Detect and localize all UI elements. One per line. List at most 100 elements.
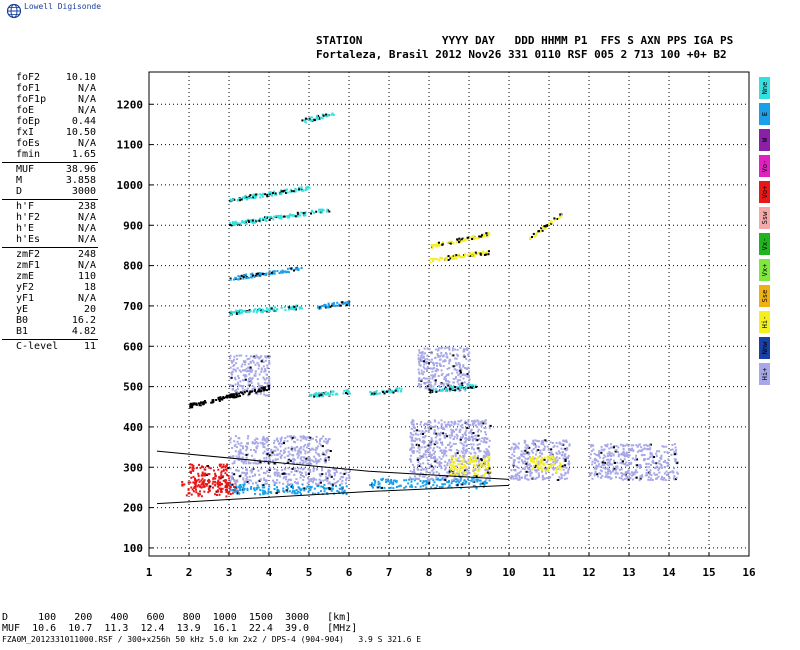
echo-point — [315, 439, 317, 441]
echo-point — [606, 452, 609, 455]
echo-point — [229, 278, 232, 281]
echo-point — [323, 440, 326, 443]
echo-point — [316, 445, 319, 448]
echo-point — [399, 484, 402, 487]
echo-point — [433, 366, 436, 369]
echo-point — [592, 448, 595, 451]
echo-point — [454, 348, 457, 351]
echo-point — [319, 438, 322, 441]
echo-point — [447, 421, 450, 423]
echo-point — [260, 367, 263, 370]
y-tick-label: 900 — [123, 219, 143, 232]
echo-point — [296, 456, 299, 459]
echo-point — [466, 375, 469, 378]
echo-point — [634, 458, 636, 461]
echo-point — [602, 459, 605, 462]
echo-point — [481, 437, 484, 440]
echo-point — [456, 435, 459, 437]
echo-point — [528, 463, 531, 466]
echo-point — [195, 479, 198, 482]
echo-point — [247, 380, 250, 383]
echo-point — [418, 383, 420, 385]
x-tick-label: 15 — [702, 566, 715, 579]
echo-point — [290, 446, 293, 449]
echo-point — [639, 450, 642, 452]
echo-point — [272, 190, 275, 193]
echo-point — [620, 472, 623, 474]
legend-label: Vo- — [760, 159, 769, 173]
echo-point — [472, 432, 475, 434]
echo-point — [463, 474, 466, 477]
echo-point — [318, 211, 321, 214]
echo-point — [296, 492, 299, 495]
echo-point — [244, 363, 247, 366]
echo-point — [443, 464, 446, 467]
y-tick-label: 600 — [123, 340, 143, 353]
echo-point — [256, 272, 259, 275]
echo-point — [464, 253, 466, 256]
echo-point — [455, 433, 458, 436]
globe-icon — [6, 3, 22, 19]
echo-point — [458, 237, 461, 240]
echo-point — [522, 462, 525, 465]
echo-point — [394, 389, 397, 392]
echo-point — [263, 477, 266, 480]
echo-point — [434, 436, 437, 439]
echo-point — [625, 461, 628, 464]
echo-point — [464, 434, 467, 436]
echo-point — [316, 453, 319, 456]
echo-point — [270, 191, 273, 194]
echo-point — [464, 460, 467, 463]
echo-point — [260, 360, 263, 363]
echo-point — [472, 420, 475, 423]
echo-point — [265, 307, 268, 310]
echo-point — [475, 458, 478, 461]
parameter-label: zmF2 — [16, 249, 41, 260]
echo-point — [539, 460, 541, 463]
echo-point — [436, 458, 439, 461]
echo-point — [264, 368, 266, 371]
echo-point — [462, 473, 465, 476]
parameter-label: B1 — [16, 326, 29, 337]
echo-point — [305, 446, 308, 449]
echo-point — [259, 309, 262, 312]
echo-point — [640, 446, 643, 449]
echo-point — [245, 222, 248, 225]
echo-point — [329, 450, 332, 452]
echo-point — [437, 477, 439, 480]
echo-point — [476, 475, 479, 477]
echo-point — [649, 472, 652, 475]
echo-point — [560, 476, 563, 479]
echo-point — [649, 456, 652, 458]
echo-point — [218, 463, 221, 466]
echo-point — [219, 484, 222, 487]
echo-point — [427, 421, 430, 424]
echo-point — [253, 194, 256, 196]
echo-point — [187, 488, 190, 491]
echo-point — [220, 490, 223, 493]
echo-point — [325, 476, 328, 478]
echo-point — [283, 440, 286, 443]
echo-point — [512, 442, 515, 445]
echo-point — [261, 438, 264, 441]
echo-point — [448, 448, 451, 451]
echo-point — [251, 469, 254, 472]
echo-point — [529, 457, 532, 460]
echo-point — [420, 446, 423, 449]
echo-point — [263, 370, 266, 373]
echo-point — [283, 456, 286, 459]
echo-point — [246, 310, 249, 313]
echo-point — [342, 392, 345, 395]
echo-point — [336, 490, 339, 492]
echo-point — [274, 458, 277, 461]
echo-point — [229, 354, 232, 357]
echo-point — [541, 440, 544, 443]
echo-point — [618, 476, 621, 479]
echo-point — [371, 485, 373, 488]
echo-point — [615, 445, 618, 448]
echo-trace — [229, 266, 303, 281]
echo-point — [604, 461, 607, 464]
echo-point — [485, 433, 488, 436]
echo-point — [260, 370, 263, 373]
echo-point — [483, 460, 486, 463]
